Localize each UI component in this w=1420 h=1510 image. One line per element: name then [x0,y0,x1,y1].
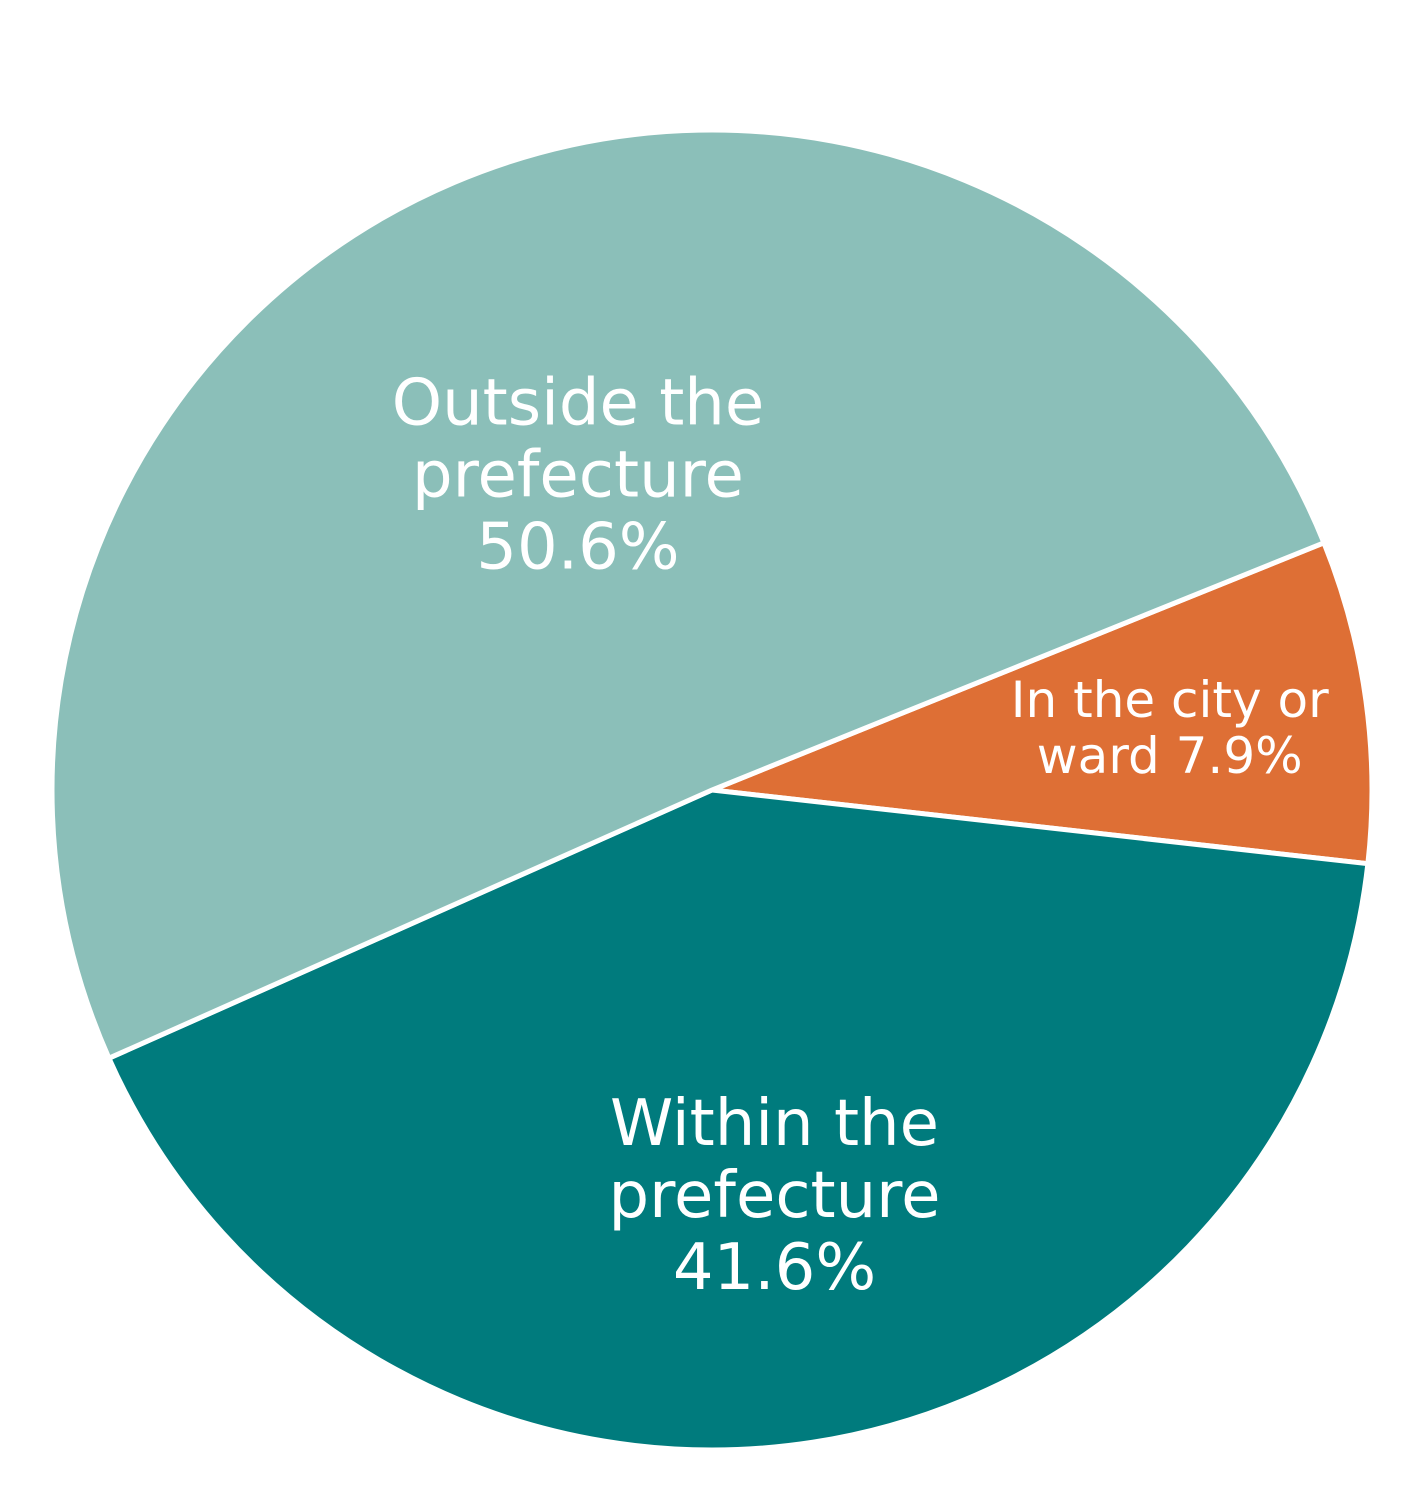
slice-label-line: prefecture [412,438,744,512]
slice-label-line: ward 7.9% [1037,727,1303,785]
slice-label-line: In the city or [1011,671,1329,729]
slice-label-line: Outside the [392,366,765,440]
slice-label-outside-the-prefecture: Outside the prefecture 50.6% [392,366,765,584]
slice-label-line: prefecture [609,1159,941,1233]
slice-label-line: Within the [610,1087,939,1161]
pie-slices [49,127,1375,1453]
pie-slice-within-the-prefecture [105,787,1371,1453]
slice-label-within-the-prefecture: Within the prefecture 41.6% [609,1087,941,1305]
pie-slice-outside-the-prefecture [49,127,1328,1062]
slice-label-line: 50.6% [476,510,679,584]
slice-label-line: 41.6% [673,1231,876,1305]
pie-labels: In the city or ward 7.9%Within the prefect… [392,366,1329,1304]
slice-label-in-the-city-or-ward: In the city or ward 7.9% [1011,671,1329,785]
pie-slice-in-the-city-or-ward [711,539,1375,867]
